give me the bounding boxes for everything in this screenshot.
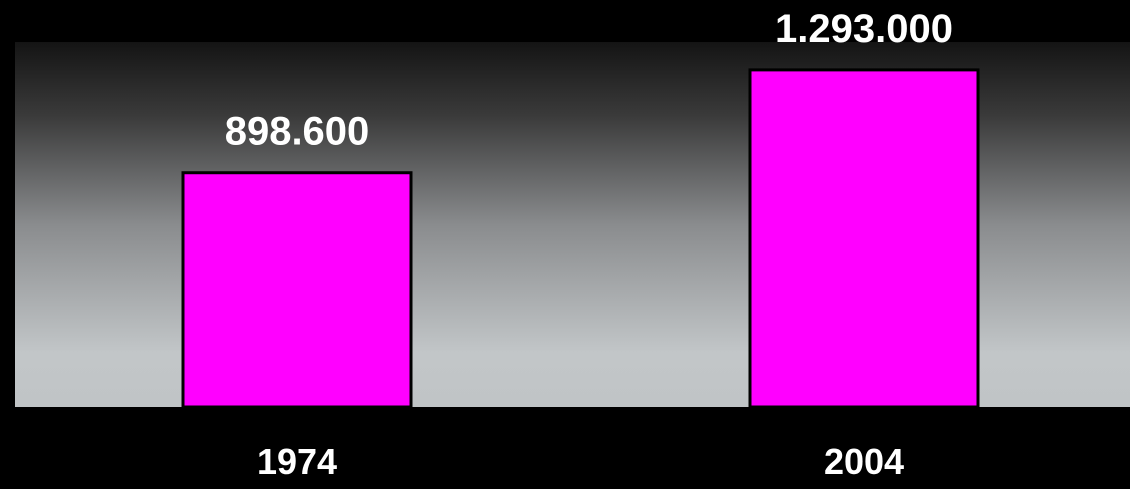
x-tick-label-2004: 2004 bbox=[824, 441, 904, 482]
bar-2004 bbox=[748, 68, 980, 409]
value-labels-group: 898.600 1.293.000 bbox=[225, 7, 953, 154]
x-tick-labels-group: 1974 2004 bbox=[257, 441, 904, 482]
bars-group bbox=[181, 68, 980, 409]
x-tick-label-1974: 1974 bbox=[257, 441, 337, 482]
bar-1974 bbox=[181, 171, 413, 409]
value-label-1974: 898.600 bbox=[225, 110, 370, 154]
value-label-2004: 1.293.000 bbox=[775, 7, 953, 51]
